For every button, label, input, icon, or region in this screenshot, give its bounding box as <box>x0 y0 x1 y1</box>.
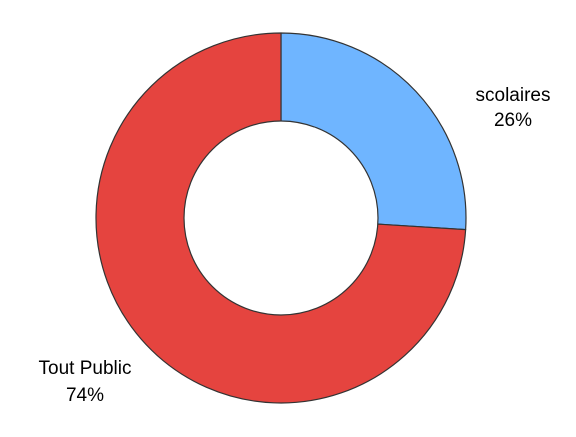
slice-label-scolaires-name: scolaires <box>476 85 551 106</box>
donut-hole <box>183 120 379 316</box>
slice-label-tout-public-value: 74% <box>66 385 104 406</box>
slice-label-scolaires-value: 26% <box>494 110 532 131</box>
slice-label-tout-public-name: Tout Public <box>39 358 132 379</box>
